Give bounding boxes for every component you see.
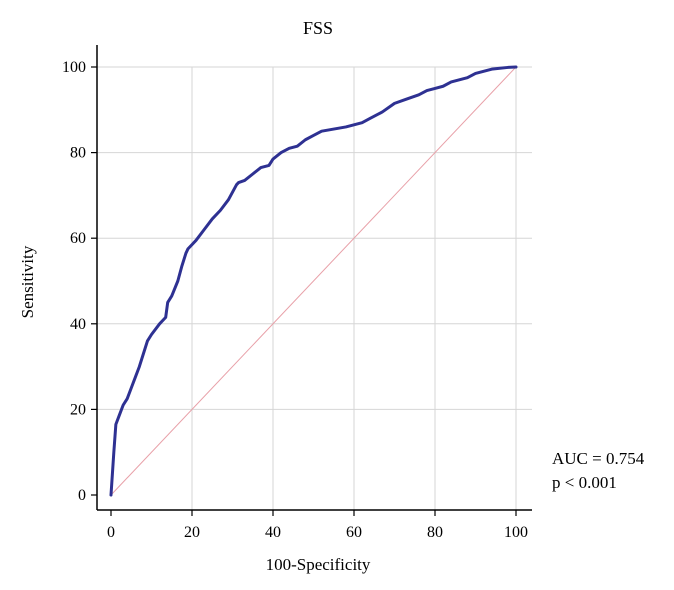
x-tick-label: 20 xyxy=(184,524,200,541)
x-tick-label: 80 xyxy=(427,524,443,541)
x-tick-label: 40 xyxy=(265,524,281,541)
x-tick-label: 60 xyxy=(346,524,362,541)
roc-curve xyxy=(109,65,518,497)
x-tick-label: 100 xyxy=(504,524,528,541)
grid-lines xyxy=(97,66,532,510)
x-axis-label: 100-Specificity xyxy=(266,555,371,574)
ticks: 0 20 40 60 80 100 0 20 40 60 80 100 xyxy=(62,59,528,541)
y-tick-label: 80 xyxy=(70,145,86,162)
reference-line-layer xyxy=(110,66,517,496)
y-tick-label: 20 xyxy=(70,401,86,418)
auc-annotation: AUC = 0.754 xyxy=(552,449,645,468)
diagonal-reference-line xyxy=(110,66,517,496)
x-tick-label: 0 xyxy=(107,524,115,541)
axes xyxy=(96,45,532,511)
y-tick-label: 100 xyxy=(62,59,86,76)
p-value-annotation: p < 0.001 xyxy=(552,473,617,492)
y-tick-label: 60 xyxy=(70,230,86,247)
y-axis-label: Sensitivity xyxy=(18,245,37,318)
y-tick-label: 0 xyxy=(78,487,86,504)
roc-curve-layer xyxy=(109,65,518,497)
y-tick-label: 40 xyxy=(70,316,86,333)
chart-title: FSS xyxy=(303,18,333,38)
